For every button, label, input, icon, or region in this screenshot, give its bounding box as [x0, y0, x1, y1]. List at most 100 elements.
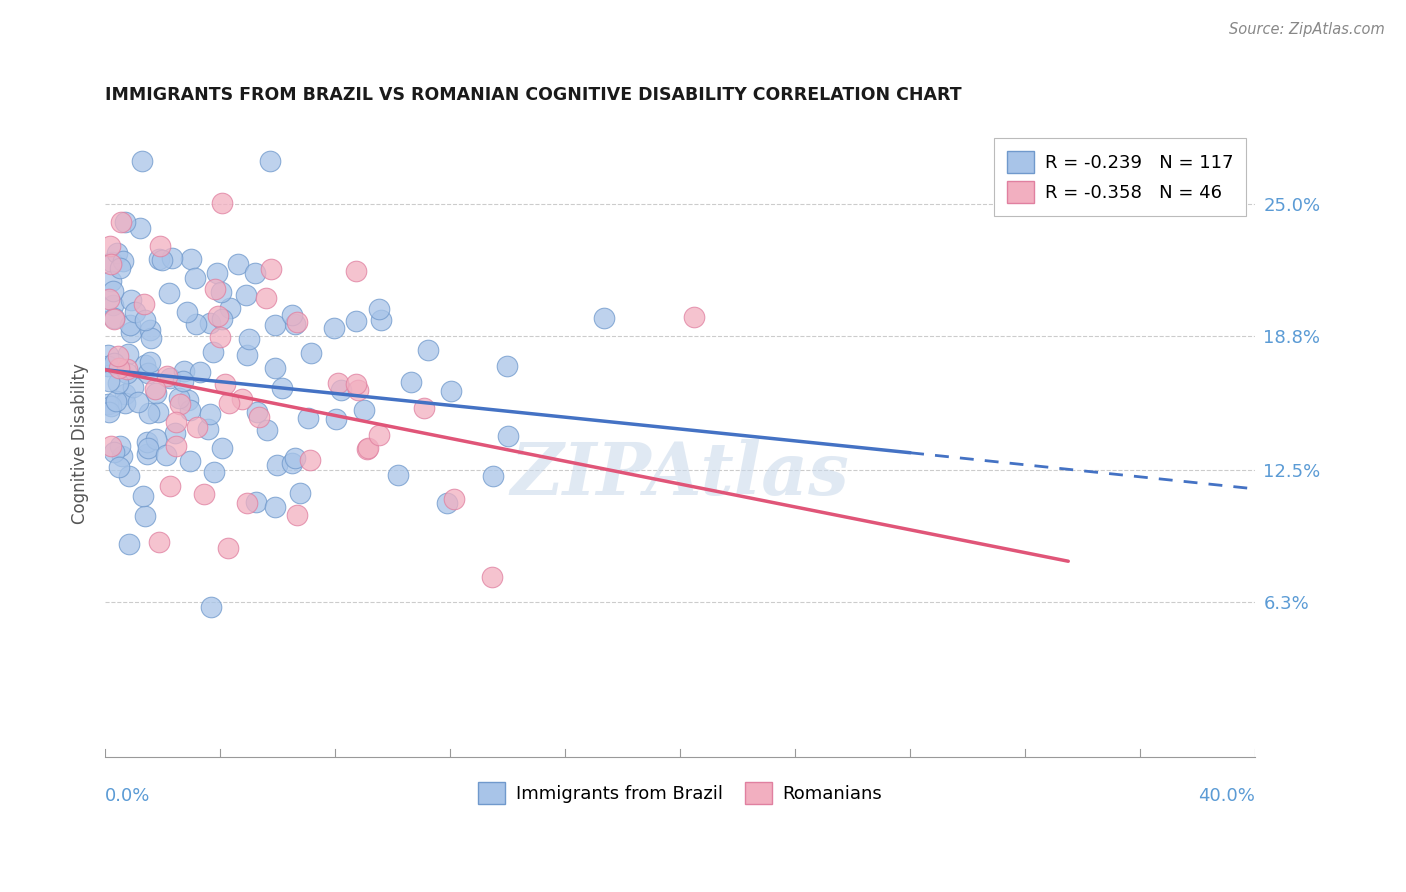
Point [98, 239, 121, 253]
Point [322, 321, 344, 335]
Point [211, 311, 233, 326]
Point [193, 487, 215, 501]
Point [138, 406, 160, 420]
Point [204, 282, 226, 296]
Point [101, 255, 124, 269]
Point [167, 391, 190, 405]
Point [356, 442, 378, 457]
Point [124, 305, 146, 319]
Point [281, 308, 304, 322]
Point [115, 366, 138, 380]
Point [266, 458, 288, 473]
Point [298, 453, 321, 467]
Point [104, 394, 127, 409]
Point [214, 376, 236, 391]
Point [121, 380, 143, 394]
Point [108, 460, 131, 475]
Point [131, 154, 153, 169]
Point [134, 358, 156, 372]
Point [110, 214, 132, 228]
Point [245, 495, 267, 509]
Point [219, 301, 242, 316]
Point [159, 371, 181, 385]
Point [443, 491, 465, 506]
Point [197, 422, 219, 436]
Point [211, 196, 233, 211]
Point [98, 405, 121, 419]
Point [202, 465, 225, 479]
Point [495, 359, 517, 373]
Point [108, 360, 131, 375]
Point [353, 403, 375, 417]
Point [344, 377, 367, 392]
Point [246, 405, 269, 419]
Text: 0.0%: 0.0% [105, 788, 150, 805]
Point [280, 456, 302, 470]
Point [146, 405, 169, 419]
Point [592, 310, 614, 325]
Point [326, 376, 349, 391]
Point [97, 374, 120, 388]
Point [186, 420, 208, 434]
Point [399, 375, 422, 389]
Point [139, 323, 162, 337]
Point [226, 257, 249, 271]
Point [101, 298, 124, 312]
Point [114, 215, 136, 229]
Point [285, 508, 308, 523]
Point [157, 286, 180, 301]
Point [143, 382, 166, 396]
Point [136, 367, 159, 381]
Point [103, 311, 125, 326]
Point [260, 262, 283, 277]
Point [247, 409, 270, 424]
Point [284, 451, 307, 466]
Point [156, 369, 179, 384]
Point [496, 429, 519, 443]
Point [100, 399, 122, 413]
Point [209, 330, 232, 344]
Point [218, 396, 240, 410]
Point [387, 468, 409, 483]
Point [344, 264, 367, 278]
Point [101, 284, 124, 298]
Point [107, 349, 129, 363]
Point [344, 314, 367, 328]
Point [149, 239, 172, 253]
Point [264, 361, 287, 376]
Point [357, 441, 380, 455]
Point [136, 441, 159, 455]
Point [245, 266, 267, 280]
Point [188, 365, 211, 379]
Point [413, 401, 436, 415]
Point [128, 221, 150, 235]
Point [238, 332, 260, 346]
Point [97, 397, 120, 411]
Point [165, 415, 187, 429]
Point [285, 315, 308, 329]
Point [299, 345, 322, 359]
Point [127, 395, 149, 409]
Point [155, 448, 177, 462]
Point [111, 254, 134, 268]
Text: Source: ZipAtlas.com: Source: ZipAtlas.com [1229, 22, 1385, 37]
Point [100, 439, 122, 453]
Point [108, 261, 131, 276]
Point [186, 317, 208, 331]
Point [367, 427, 389, 442]
Point [325, 411, 347, 425]
Point [111, 449, 134, 463]
Point [370, 313, 392, 327]
Point [159, 479, 181, 493]
Point [198, 317, 221, 331]
Point [481, 469, 503, 483]
Point [440, 384, 463, 398]
Point [148, 252, 170, 266]
Point [173, 364, 195, 378]
Point [141, 331, 163, 345]
Point [132, 297, 155, 311]
Point [120, 325, 142, 339]
Point [103, 312, 125, 326]
Point [683, 310, 706, 324]
Point [235, 496, 257, 510]
